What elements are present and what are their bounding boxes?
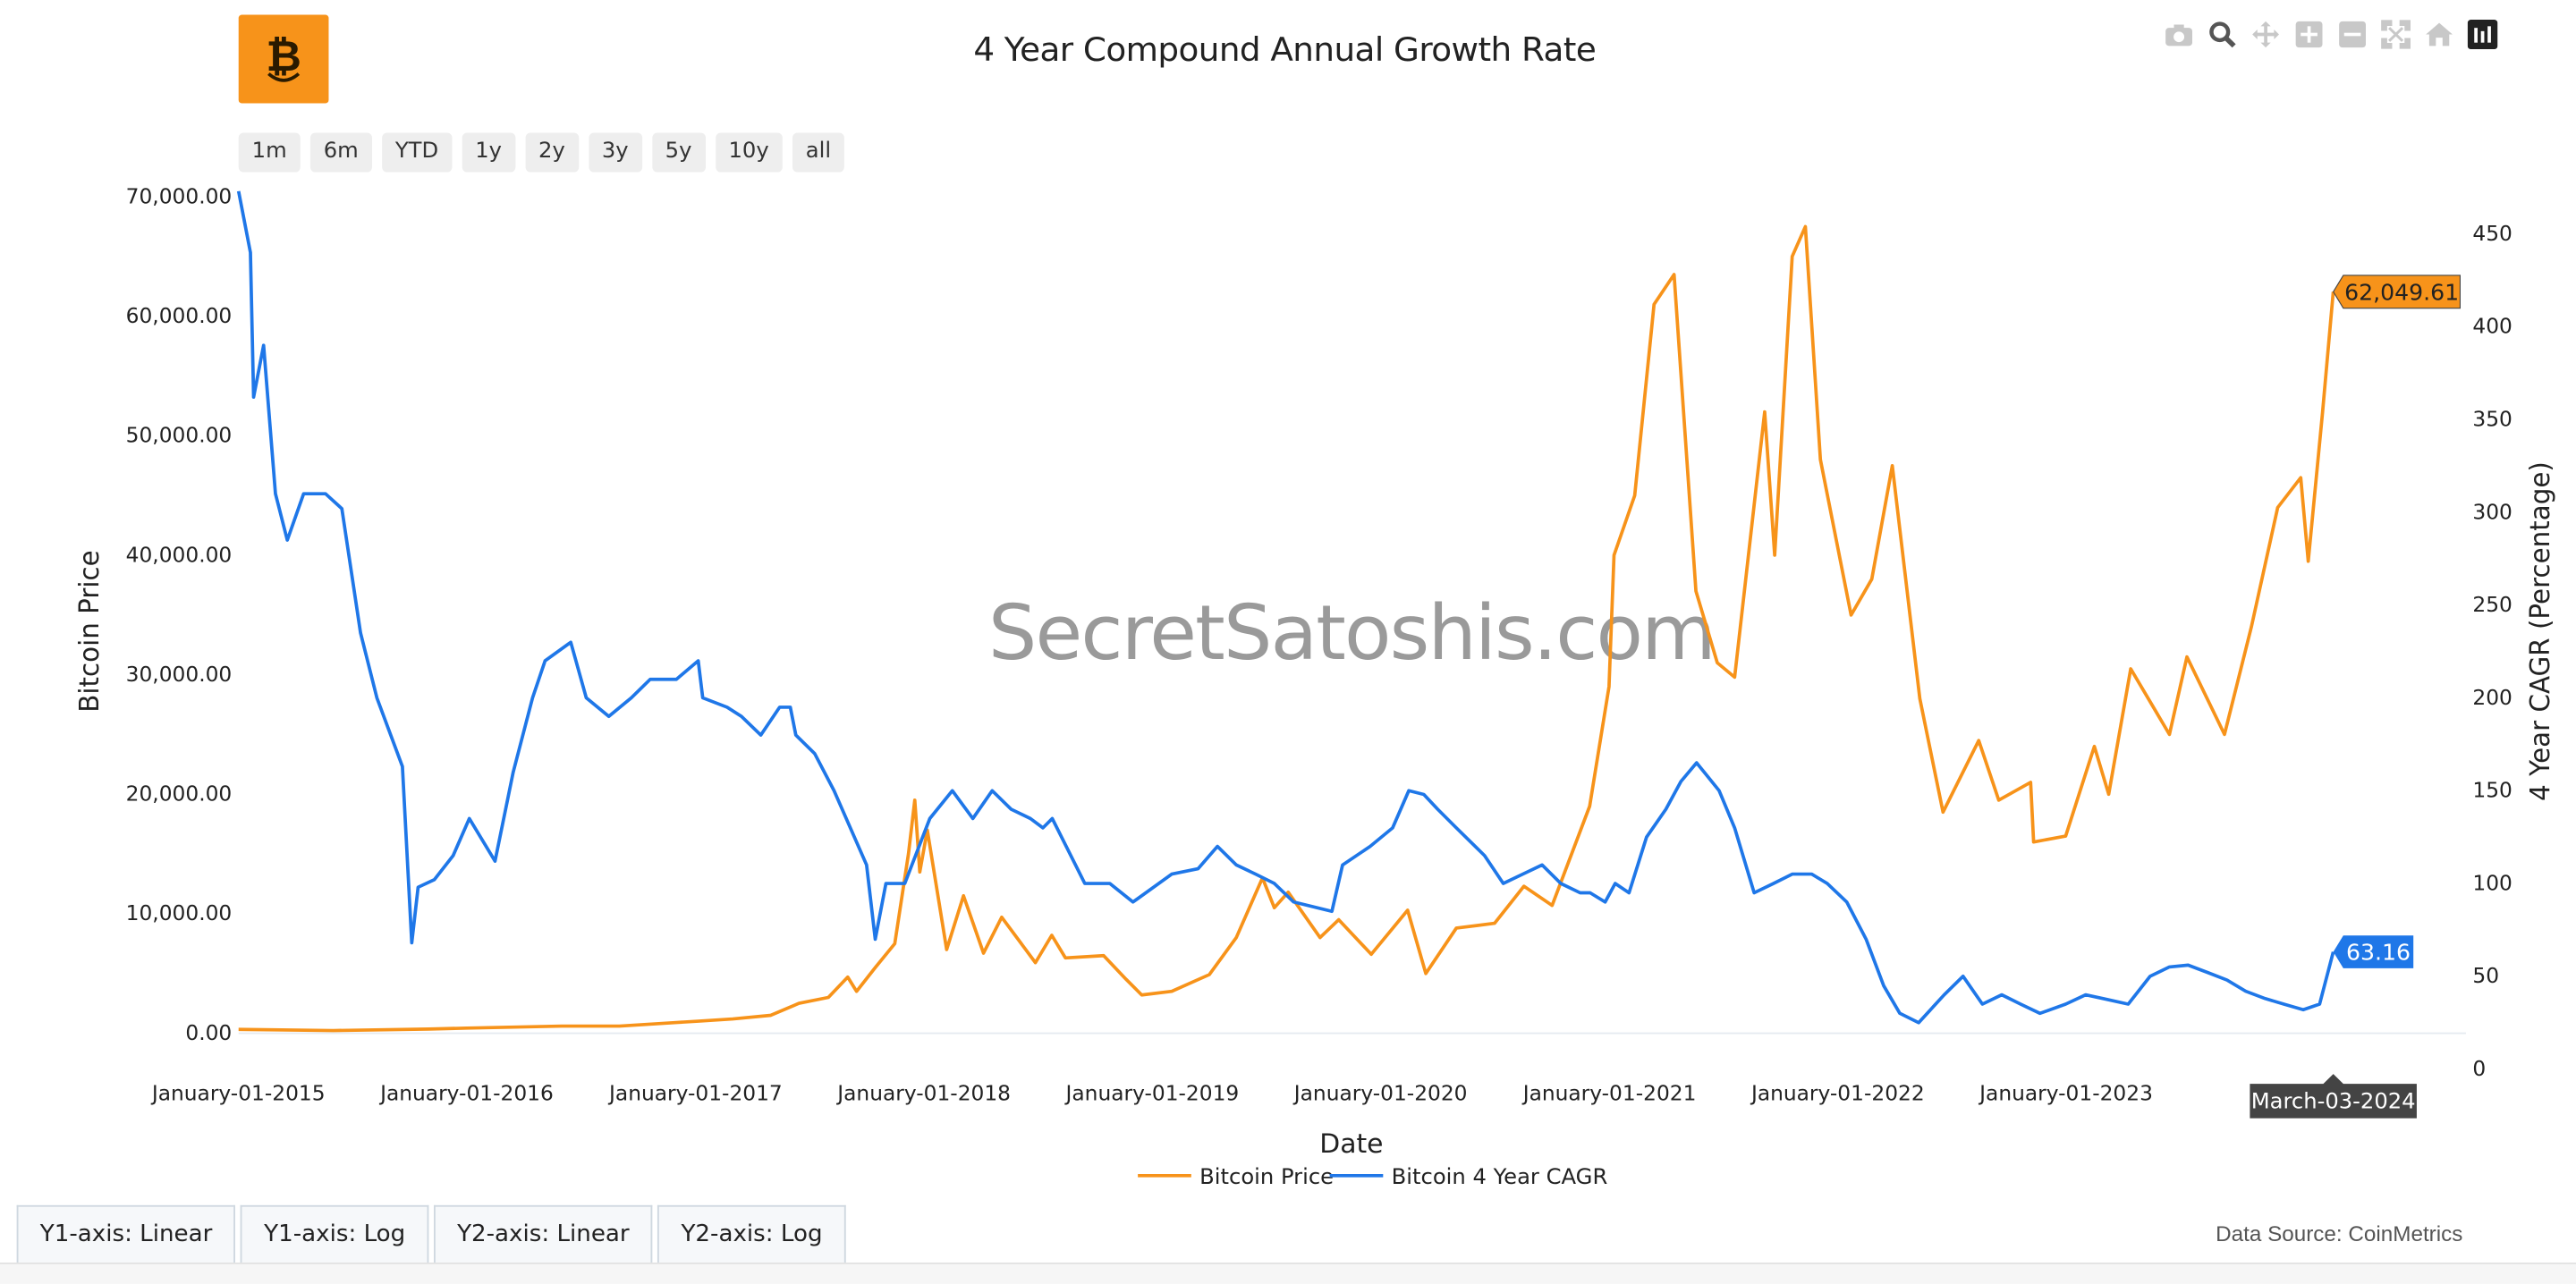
cagr-series-line [236,190,2335,1025]
x-tick-label: January-01-2019 [1064,1083,1240,1106]
legend-label-price[interactable]: Bitcoin Price [1199,1164,1334,1189]
x-tick-label: January-01-2016 [378,1083,554,1106]
watermark: SecretSatoshis.com [988,590,1715,678]
y2-tick-label: 400 [2472,316,2512,339]
hover-price-box [2333,275,2461,309]
y-tick-label: 40,000.00 [126,544,233,567]
y-tick-label: 30,000.00 [126,663,233,687]
legend: Bitcoin Price Bitcoin 4 Year CAGR [1138,1164,1607,1189]
autoscale-icon[interactable] [2379,16,2412,52]
y2-tick-label: 150 [2472,780,2512,803]
range-selector: 1m 6m YTD 1y 2y 3y 5y 10y all [238,132,845,173]
chart-title: 4 Year Compound Annual Growth Rate [973,30,1597,70]
hover-cagr-box [2333,935,2414,968]
y2-tick-label: 350 [2472,409,2512,432]
y2-tick-label: 250 [2472,594,2512,617]
range-ytd-button[interactable]: YTD [381,132,453,173]
x-tick-label: January-01-2018 [835,1083,1011,1106]
x-tick-label: January-01-2017 [607,1083,783,1106]
hover-cagr-label: 63.16 [2346,940,2411,966]
y-tick-label: 20,000.00 [126,783,233,807]
tab-y2-log[interactable]: Y2-axis: Log [657,1204,846,1263]
x-tick-label: January-01-2023 [1978,1083,2153,1106]
hover-date-label: March-03-2024 [2251,1089,2416,1114]
range-10y-button[interactable]: 10y [715,132,783,173]
tab-y1-log[interactable]: Y1-axis: Log [241,1204,429,1263]
y2-tick-label: 300 [2472,501,2512,524]
y-tick-label: 50,000.00 [126,425,233,448]
range-5y-button[interactable]: 5y [651,132,706,173]
plotly-logo-icon[interactable] [2466,16,2499,52]
hover-price-label: 62,049.61 [2344,280,2459,306]
reset-axes-icon[interactable] [2422,16,2455,52]
legend-label-cagr[interactable]: Bitcoin 4 Year CAGR [1392,1164,1608,1189]
pan-icon[interactable] [2249,16,2282,52]
data-source: Data Source: CoinMetrics [2216,1221,2463,1246]
range-3y-button[interactable]: 3y [588,132,642,173]
range-6m-button[interactable]: 6m [309,132,372,173]
range-all-button[interactable]: all [792,132,845,173]
zoom-out-icon[interactable] [2335,16,2368,52]
secret-satoshis-logo[interactable]: ₿ [238,14,329,104]
hover-date-box [2250,1074,2417,1119]
y-tick-label: 0.00 [185,1022,232,1045]
axis-scale-tabs: Y1-axis: Linear Y1-axis: Log Y2-axis: Li… [16,1204,846,1263]
bitcoin-logo-glyph: ₿ [266,31,301,81]
x-tick-label: January-01-2022 [1750,1083,1925,1106]
y-tick-label: 70,000.00 [126,186,233,209]
range-2y-button[interactable]: 2y [525,132,579,173]
modebar [2162,16,2499,52]
camera-icon[interactable] [2162,16,2195,52]
zoom-icon[interactable] [2206,16,2239,52]
y2-axis-title: 4 Year CAGR (Percentage) [2525,461,2555,801]
footer-bar [0,1263,2576,1284]
price-series-line [238,224,2335,1033]
y2-tick-label: 50 [2472,965,2499,988]
zoom-in-icon[interactable] [2292,16,2326,52]
y2-tick-label: 0 [2472,1058,2486,1081]
range-1y-button[interactable]: 1y [462,132,515,173]
x-axis-title: Date [1319,1128,1383,1159]
y2-tick-label: 100 [2472,873,2512,896]
y-axis-title: Bitcoin Price [74,550,105,712]
tab-y2-linear[interactable]: Y2-axis: Linear [433,1204,653,1263]
y-tick-label: 60,000.00 [126,305,233,328]
x-tick-label: January-01-2021 [1521,1083,1697,1106]
y-tick-label: 10,000.00 [126,902,233,925]
x-tick-label: January-01-2015 [150,1083,326,1106]
y2-tick-label: 200 [2472,687,2512,710]
x-tick-label: January-01-2020 [1292,1083,1468,1106]
y2-tick-label: 450 [2472,223,2512,246]
range-1m-button[interactable]: 1m [238,132,301,173]
tab-y1-linear[interactable]: Y1-axis: Linear [16,1204,236,1263]
